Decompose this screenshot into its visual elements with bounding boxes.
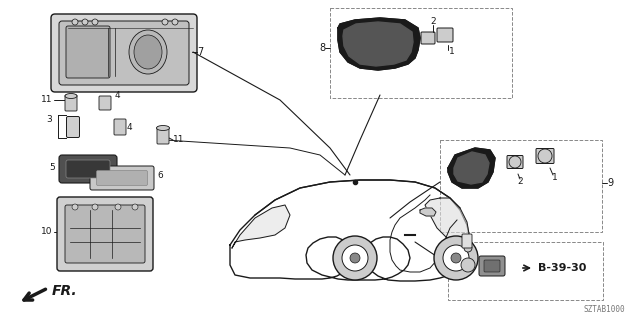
- Circle shape: [162, 19, 168, 25]
- Circle shape: [333, 236, 377, 280]
- Circle shape: [350, 253, 360, 263]
- FancyBboxPatch shape: [157, 127, 169, 144]
- Polygon shape: [230, 180, 470, 281]
- FancyBboxPatch shape: [114, 119, 126, 135]
- FancyBboxPatch shape: [421, 32, 435, 44]
- Text: 2: 2: [517, 178, 523, 187]
- Polygon shape: [425, 198, 470, 242]
- Text: 9: 9: [607, 178, 613, 188]
- Circle shape: [342, 245, 368, 271]
- Text: 1: 1: [449, 47, 455, 57]
- Ellipse shape: [157, 125, 170, 131]
- Circle shape: [538, 149, 552, 163]
- FancyBboxPatch shape: [90, 166, 154, 190]
- FancyBboxPatch shape: [99, 96, 111, 110]
- Polygon shape: [232, 205, 290, 248]
- Circle shape: [509, 156, 521, 168]
- FancyBboxPatch shape: [97, 171, 147, 186]
- Bar: [448, 242, 603, 300]
- Text: 6: 6: [157, 171, 163, 180]
- Bar: [330, 8, 512, 98]
- Bar: [440, 140, 602, 232]
- Circle shape: [464, 244, 472, 252]
- Text: B-39-30: B-39-30: [538, 263, 586, 273]
- Text: 4: 4: [115, 92, 120, 100]
- FancyBboxPatch shape: [479, 256, 505, 276]
- Text: 1: 1: [552, 173, 558, 182]
- FancyBboxPatch shape: [57, 197, 153, 271]
- FancyBboxPatch shape: [507, 156, 523, 169]
- Text: 11: 11: [173, 135, 184, 145]
- FancyBboxPatch shape: [66, 26, 110, 78]
- Polygon shape: [343, 22, 413, 66]
- Text: FR.: FR.: [52, 284, 77, 298]
- FancyBboxPatch shape: [59, 21, 189, 85]
- Circle shape: [443, 245, 469, 271]
- Polygon shape: [448, 148, 495, 188]
- Circle shape: [132, 204, 138, 210]
- FancyBboxPatch shape: [66, 160, 110, 178]
- Circle shape: [115, 204, 121, 210]
- Polygon shape: [420, 208, 436, 216]
- FancyBboxPatch shape: [484, 260, 500, 272]
- Ellipse shape: [134, 35, 162, 69]
- Polygon shape: [454, 152, 489, 184]
- FancyBboxPatch shape: [536, 148, 554, 164]
- Circle shape: [92, 204, 98, 210]
- Ellipse shape: [65, 93, 77, 99]
- FancyBboxPatch shape: [462, 234, 472, 248]
- Text: SZTAB1000: SZTAB1000: [584, 305, 625, 314]
- Text: 5: 5: [49, 163, 55, 172]
- Text: 11: 11: [40, 95, 52, 105]
- Circle shape: [461, 258, 475, 272]
- Text: 4: 4: [127, 123, 132, 132]
- Text: 2: 2: [430, 18, 436, 27]
- FancyBboxPatch shape: [51, 14, 197, 92]
- Circle shape: [451, 253, 461, 263]
- Circle shape: [72, 204, 78, 210]
- Text: 7: 7: [197, 47, 204, 57]
- Polygon shape: [338, 18, 420, 70]
- Text: 8: 8: [319, 43, 325, 53]
- FancyBboxPatch shape: [65, 205, 145, 263]
- FancyBboxPatch shape: [437, 28, 453, 42]
- Circle shape: [92, 19, 98, 25]
- Circle shape: [72, 19, 78, 25]
- FancyBboxPatch shape: [67, 116, 79, 138]
- Circle shape: [434, 236, 478, 280]
- Text: 10: 10: [40, 228, 52, 236]
- Circle shape: [172, 19, 178, 25]
- FancyBboxPatch shape: [59, 155, 117, 183]
- Circle shape: [82, 19, 88, 25]
- Text: 3: 3: [46, 116, 52, 124]
- Ellipse shape: [129, 30, 167, 74]
- FancyBboxPatch shape: [65, 95, 77, 111]
